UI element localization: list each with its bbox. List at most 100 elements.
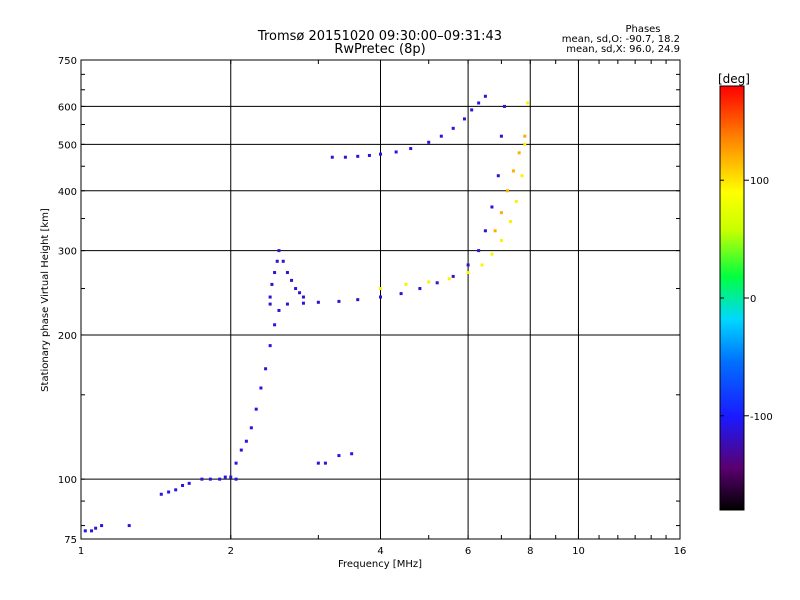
data-point — [268, 295, 272, 299]
data-point — [466, 263, 470, 267]
data-point — [229, 475, 233, 479]
y-tick-label: 500 — [58, 140, 77, 151]
data-point — [499, 211, 503, 215]
data-point — [451, 126, 455, 130]
data-point — [447, 277, 451, 281]
data-point — [493, 229, 497, 233]
data-point — [499, 238, 503, 242]
x-tick-label: 8 — [527, 546, 533, 557]
data-point — [483, 94, 487, 98]
chart-title: Tromsø 20151020 09:30:00–09:31:43 — [257, 29, 502, 44]
data-point — [275, 259, 279, 263]
data-point — [496, 174, 500, 178]
y-axis: 75 100 200 300 400 500 600 750 — [58, 56, 680, 546]
data-point — [462, 117, 466, 121]
x-tick-label: 6 — [465, 546, 471, 557]
stats-o: mean, sd,O: -90.7, 18.2 — [562, 34, 680, 45]
data-point — [200, 477, 204, 481]
stats-x: mean, sd,X: 96.0, 24.9 — [566, 44, 680, 55]
data-point — [239, 448, 243, 452]
data-point — [90, 529, 94, 533]
data-point — [404, 282, 408, 286]
data-point — [343, 155, 347, 159]
data-point — [490, 252, 494, 256]
data-point — [350, 452, 354, 456]
data-point — [427, 140, 431, 144]
data-point — [502, 104, 506, 108]
data-point — [254, 407, 258, 411]
x-tick-label: 1 — [78, 546, 84, 557]
data-point — [218, 477, 222, 481]
data-point — [294, 287, 298, 291]
y-tick-label: 400 — [58, 187, 77, 198]
x-tick-label: 16 — [674, 546, 687, 557]
y-tick-label: 750 — [58, 56, 77, 67]
data-point — [451, 274, 455, 278]
data-point — [520, 174, 524, 178]
data-point — [399, 292, 403, 296]
data-point — [234, 461, 238, 465]
data-point — [323, 461, 327, 465]
data-point — [234, 477, 238, 481]
y-tick-label: 75 — [64, 535, 77, 546]
data-point — [356, 298, 360, 302]
y-tick-label: 600 — [58, 102, 77, 113]
data-point — [281, 259, 285, 263]
stats-title: Phases — [625, 24, 660, 35]
y-tick-label: 200 — [58, 331, 77, 342]
data-point — [264, 367, 268, 371]
grid — [81, 60, 680, 539]
data-point — [439, 134, 443, 138]
data-point — [127, 524, 131, 528]
data-point — [273, 323, 277, 327]
data-point — [301, 295, 305, 299]
data-point — [466, 271, 470, 275]
data-point — [523, 142, 527, 146]
data-point — [480, 263, 484, 267]
colorbar-tick-label: 100 — [750, 176, 769, 187]
data-point — [427, 280, 431, 284]
x-tick-label: 4 — [377, 546, 383, 557]
data-point — [94, 526, 98, 530]
data-point — [259, 386, 263, 390]
data-point — [409, 147, 413, 151]
data-point — [517, 151, 521, 155]
data-point — [174, 488, 178, 492]
data-point — [208, 477, 212, 481]
data-point — [316, 300, 320, 304]
data-point — [167, 490, 171, 494]
data-point — [244, 439, 248, 443]
data-point — [523, 134, 527, 138]
data-point — [356, 154, 360, 158]
data-point — [277, 249, 281, 253]
data-point — [187, 481, 191, 485]
x-tick-label: 10 — [572, 546, 585, 557]
data-point — [298, 291, 302, 295]
y-tick-label: 300 — [58, 247, 77, 258]
data-point — [330, 155, 334, 159]
x-axis-label: Frequency [MHz] — [338, 559, 422, 570]
data-point — [285, 271, 289, 275]
data-point — [290, 278, 294, 282]
data-point — [526, 101, 530, 105]
colorbar-ticks: 100 0 -100 — [720, 176, 773, 423]
data-point — [249, 426, 253, 430]
x-axis: 1 2 4 6 8 10 16 — [78, 60, 687, 557]
colorbar-tick-label: -100 — [750, 412, 773, 423]
data-point — [477, 249, 481, 253]
data-point — [514, 199, 518, 203]
data-point — [367, 153, 371, 157]
x-tick-label: 2 — [228, 546, 234, 557]
data-points — [83, 94, 530, 533]
data-point — [379, 152, 382, 156]
data-point — [483, 229, 487, 233]
data-point — [435, 281, 439, 285]
data-point — [490, 205, 494, 209]
y-axis-label: Stationary phase Virtual Height [km] — [40, 208, 51, 392]
data-point — [181, 483, 185, 487]
colorbar-label: [deg] — [718, 72, 750, 86]
data-point — [508, 220, 512, 224]
data-point — [277, 308, 281, 312]
data-point — [100, 524, 104, 528]
data-point — [301, 301, 305, 305]
